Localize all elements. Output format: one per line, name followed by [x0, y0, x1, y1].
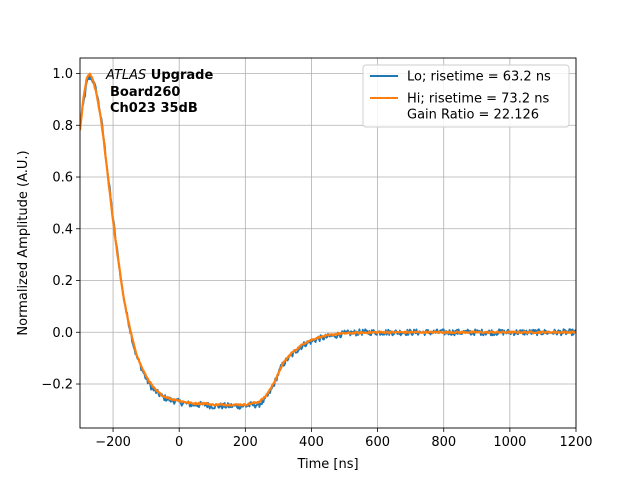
annotation-experiment-italic: ATLAS	[105, 68, 146, 83]
y-tick-label: 0.8	[52, 119, 73, 134]
y-tick-label: 0.6	[52, 171, 73, 186]
y-tick-label: 0.4	[52, 222, 73, 237]
x-tick-label: 600	[365, 435, 390, 450]
annotation-experiment-bold: Upgrade	[146, 68, 213, 83]
x-tick-label: 1000	[493, 435, 526, 450]
x-tick-label: 800	[431, 435, 456, 450]
legend-entry-lo: Lo; risetime = 63.2 ns	[370, 70, 551, 85]
x-tick-label: 0	[175, 435, 183, 450]
y-axis-label: Normalized Amplitude (A.U.)	[16, 150, 31, 335]
annotation-line-2: Board260	[110, 85, 180, 100]
x-tick-label: 200	[233, 435, 258, 450]
legend-label: Hi; risetime = 73.2 ns	[407, 92, 549, 107]
x-tick-label: −200	[95, 435, 131, 450]
y-tick-label: 0.2	[52, 274, 73, 289]
legend-entries: Lo; risetime = 63.2 ns Hi; risetime = 73.…	[370, 70, 551, 123]
annotation-line-3: Ch023 35dB	[110, 101, 198, 116]
y-tick-label: −0.2	[41, 378, 73, 393]
legend-box	[362, 64, 570, 128]
legend-label: Gain Ratio = 22.126	[407, 108, 539, 123]
series-line-hi	[80, 72, 576, 407]
y-tick-label: 1.0	[52, 67, 73, 82]
y-axis-ticks: −0.2 0.0 0.2 0.4 0.6 0.8 1.0	[41, 67, 80, 393]
atlas-annotation: ATLAS Upgrade Board260 Ch023 35dB	[105, 68, 213, 116]
annotation-line-1: ATLAS Upgrade	[105, 68, 213, 83]
x-tick-label: 1200	[559, 435, 592, 450]
x-axis-label: Time [ns]	[296, 457, 358, 472]
x-axis-ticks: −200 0 200 400 600 800 1000 1200	[95, 428, 593, 450]
legend: Lo; risetime = 63.2 ns Hi; risetime = 73.…	[362, 64, 570, 128]
x-tick-label: 400	[299, 435, 324, 450]
plot-frame	[79, 57, 577, 429]
legend-label: Lo; risetime = 63.2 ns	[407, 70, 551, 85]
legend-entry-hi: Hi; risetime = 73.2 ns Gain Ratio = 22.1…	[370, 92, 549, 123]
series-layer	[80, 72, 576, 410]
y-tick-label: 0.0	[52, 326, 73, 341]
